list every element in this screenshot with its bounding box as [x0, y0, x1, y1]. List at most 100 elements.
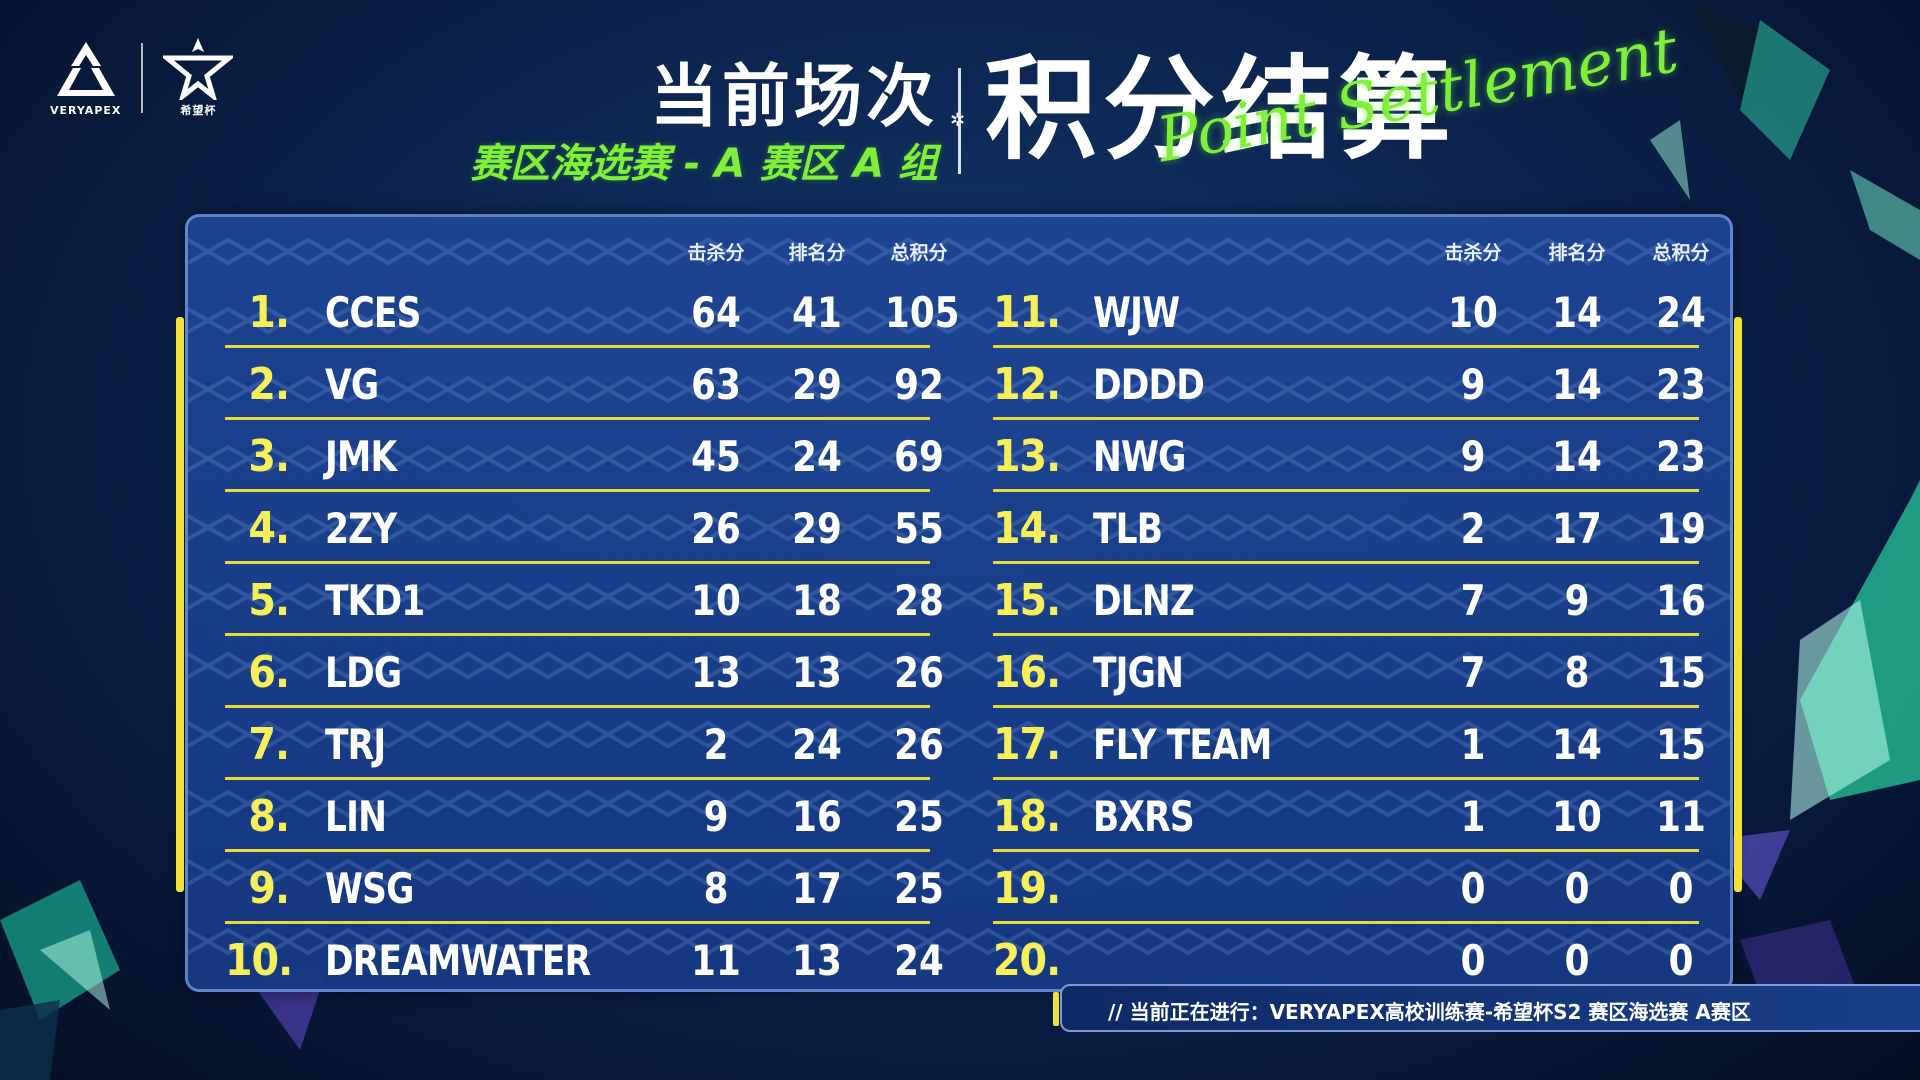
brand-logos: VERYAPEX 希望杯	[50, 38, 234, 118]
rank-number: 5.	[248, 575, 290, 626]
rank-number: 15.	[993, 575, 1061, 626]
total-points: 24	[894, 936, 944, 985]
total-points: 25	[894, 792, 944, 841]
sparkle-icon: ✲	[950, 110, 966, 131]
kill-points: 7	[1460, 576, 1486, 625]
standings-row: 14. TLB 2 17 19	[993, 491, 1706, 564]
total-points: 19	[1656, 504, 1706, 553]
placement-points: 14	[1552, 360, 1602, 409]
total-points: 26	[894, 720, 944, 769]
page-title: 积分结算	[985, 45, 1457, 175]
total-points: 16	[1656, 576, 1706, 625]
rank-number: 16.	[993, 647, 1061, 698]
kill-points: 1	[1460, 720, 1486, 769]
rank-number: 13.	[993, 431, 1061, 482]
rank-number: 10.	[225, 935, 293, 986]
panel-accent-bar-left	[176, 317, 184, 892]
rank-number: 11.	[993, 287, 1061, 338]
ticker-text: // 当前正在进行：VERYAPEX高校训练赛-希望杯S2 赛区海选赛 A赛区	[1108, 1000, 1751, 1024]
total-points: 15	[1656, 720, 1706, 769]
kill-points: 10	[1448, 288, 1498, 337]
kill-points: 0	[1460, 864, 1486, 913]
placement-points: 14	[1552, 720, 1602, 769]
col-header-total: 总积分	[890, 242, 948, 264]
kill-points: 7	[1460, 648, 1486, 697]
placement-points: 0	[1564, 864, 1590, 913]
total-points: 25	[894, 864, 944, 913]
veryapex-logo: VERYAPEX	[50, 40, 121, 117]
team-name: DDDD	[1093, 360, 1205, 409]
total-points: 105	[885, 288, 960, 337]
kill-points: 45	[691, 432, 741, 481]
col-header-rank: 排名分	[788, 242, 846, 264]
standings-row: 9. WSG 8 17 25	[225, 851, 944, 924]
placement-points: 14	[1552, 288, 1602, 337]
total-points: 55	[894, 504, 944, 553]
team-name: TJGN	[1093, 648, 1184, 697]
veryapex-logo-icon	[56, 41, 115, 96]
placement-points: 17	[1552, 504, 1602, 553]
team-name: CCES	[325, 288, 421, 337]
rank-number: 7.	[248, 719, 290, 770]
rank-number: 9.	[248, 863, 290, 914]
rank-number: 12.	[993, 359, 1061, 410]
standings-row: 2. VG 63 29 92	[225, 347, 944, 420]
kill-points: 9	[703, 792, 729, 841]
placement-points: 18	[792, 576, 842, 625]
col-header-kill: 击杀分	[687, 242, 745, 264]
kill-points: 2	[1460, 504, 1486, 553]
col-header-kill: 击杀分	[1444, 242, 1502, 264]
placement-points: 24	[792, 432, 842, 481]
total-points: 0	[1668, 864, 1694, 913]
total-points: 24	[1656, 288, 1706, 337]
veryapex-logo-label: VERYAPEX	[50, 103, 122, 117]
total-points: 26	[894, 648, 944, 697]
standings-row: 1. CCES 64 41 105	[225, 275, 960, 348]
placement-points: 29	[792, 360, 842, 409]
team-name: LIN	[325, 792, 387, 841]
rank-number: 18.	[993, 791, 1061, 842]
standings-row: 17. FLY TEAM 1 14 15	[993, 707, 1706, 780]
match-info: 当前场次 赛区海选赛 - A 赛区 A 组	[470, 62, 938, 190]
total-points: 15	[1656, 648, 1706, 697]
kill-points: 9	[1460, 360, 1486, 409]
team-name: 2ZY	[325, 504, 397, 553]
placement-points: 41	[792, 288, 842, 337]
standings-row: 6. LDG 13 13 26	[225, 635, 944, 708]
standings-row: 8. LIN 9 16 25	[225, 779, 944, 852]
xiwangbei-logo: 希望杯	[163, 38, 234, 118]
placement-points: 10	[1552, 792, 1602, 841]
standings-row: 13. NWG 9 14 23	[993, 419, 1706, 492]
team-name: BXRS	[1093, 792, 1195, 841]
placement-points: 13	[792, 648, 842, 697]
standings-row: 5. TKD1 10 18 28	[225, 563, 944, 636]
kill-points: 8	[703, 864, 729, 913]
placement-points: 8	[1564, 648, 1590, 697]
kill-points: 63	[691, 360, 741, 409]
rank-number: 3.	[248, 431, 290, 482]
kill-points: 1	[1460, 792, 1486, 841]
team-name: JMK	[325, 432, 397, 481]
team-name: VG	[325, 360, 379, 409]
team-name: DREAMWATER	[325, 936, 591, 985]
kill-points: 2	[703, 720, 729, 769]
current-match-label: 当前场次	[649, 58, 938, 137]
now-playing-ticker: // 当前正在进行：VERYAPEX高校训练赛-希望杯S2 赛区海选赛 A赛区	[1053, 984, 1920, 1032]
crystal-shard-decoration-left	[0, 880, 330, 1080]
standings-row: 18. BXRS 1 10 11	[993, 779, 1706, 852]
placement-points: 0	[1564, 936, 1590, 985]
placement-points: 17	[792, 864, 842, 913]
placement-points: 24	[792, 720, 842, 769]
xiwangbei-logo-icon	[163, 38, 234, 100]
col-header-rank: 排名分	[1548, 242, 1606, 264]
team-name: TRJ	[325, 720, 386, 769]
kill-points: 11	[691, 936, 741, 985]
xiwangbei-logo-label: 希望杯	[180, 104, 217, 117]
placement-points: 29	[792, 504, 842, 553]
header-divider	[958, 68, 961, 174]
logo-divider	[141, 43, 144, 113]
standings-row: 10. DREAMWATER 11 13 24	[225, 923, 944, 993]
rank-number: 2.	[248, 359, 290, 410]
kill-points: 26	[691, 504, 741, 553]
rank-number: 6.	[248, 647, 290, 698]
